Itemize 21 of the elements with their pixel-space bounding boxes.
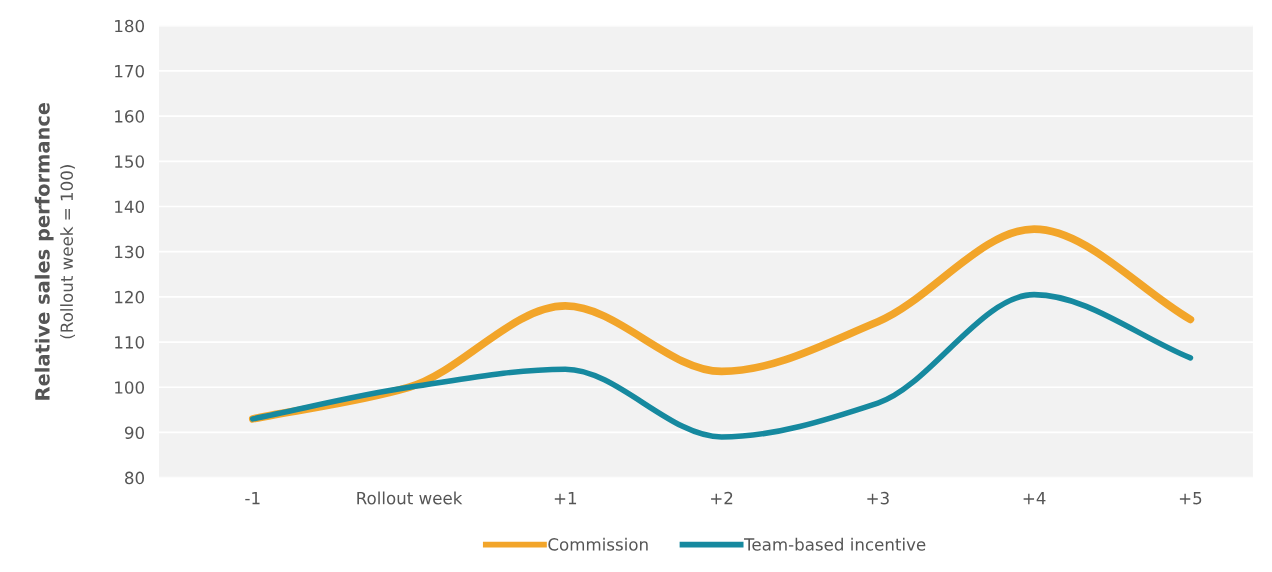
y-axis-title: Relative sales performance (Rollout week = 100) bbox=[34, 102, 75, 400]
y-tick-label: 180 bbox=[115, 19, 144, 33]
y-tick-label: 110 bbox=[115, 336, 144, 349]
y-tick-label: 160 bbox=[115, 110, 144, 123]
y-tick-label: 150 bbox=[115, 155, 144, 168]
x-tick-label: +1 bbox=[554, 492, 577, 505]
legend-label: Commission bbox=[548, 537, 648, 551]
y-tick-label: 80 bbox=[125, 471, 144, 485]
legend-label: Team-based incentive bbox=[744, 537, 926, 551]
x-tick-label: +5 bbox=[1179, 492, 1202, 505]
y-tick-label: 120 bbox=[115, 290, 144, 304]
y-tick-label: 90 bbox=[124, 426, 144, 439]
x-tick-label: Rollout week bbox=[357, 491, 463, 505]
x-tick-label: +4 bbox=[1023, 492, 1046, 505]
y-tick-label: 100 bbox=[115, 381, 144, 394]
y-tick-label: 140 bbox=[115, 200, 144, 214]
y-tick-label: 130 bbox=[115, 245, 144, 259]
y-tick-label: 170 bbox=[115, 64, 144, 78]
x-tick-label: +3 bbox=[867, 491, 889, 505]
x-tick-label: -1 bbox=[245, 492, 260, 505]
x-tick-label: +2 bbox=[711, 491, 733, 505]
